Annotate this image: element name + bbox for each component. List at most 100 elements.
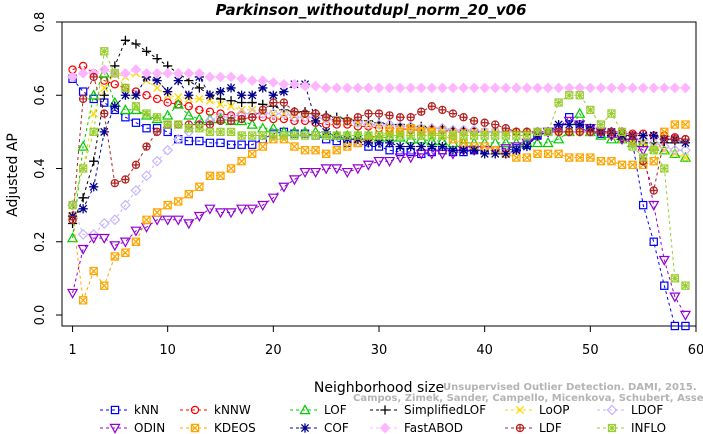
legend-entry-fastabod: FastABOD — [370, 421, 463, 434]
point-knnw — [142, 91, 151, 100]
point-lof — [77, 140, 89, 151]
point-ldof — [637, 133, 649, 145]
point-kdeos — [110, 252, 120, 261]
legend: kNN kNNW LOF SimplifiedLOF LoOP LDOF ODIN KDEOS… — [100, 403, 666, 434]
x-tick-label: 30 — [371, 343, 388, 358]
point-fastabod — [236, 73, 247, 85]
point-simplifiedlof — [89, 156, 99, 166]
point-knn — [670, 321, 680, 331]
point-inflo — [343, 131, 352, 140]
point-fastabod — [658, 82, 670, 94]
point-ldof — [362, 119, 374, 131]
point-inflo — [438, 131, 447, 140]
point-loop — [374, 122, 384, 131]
point-inflo — [216, 127, 225, 137]
point-ldf — [311, 109, 320, 118]
point-kdeos — [142, 215, 151, 224]
point-fastabod — [426, 82, 438, 94]
point-fastabod — [394, 82, 406, 94]
legend-marker-loop — [515, 405, 525, 415]
point-odin — [88, 233, 100, 244]
point-ldf — [596, 127, 606, 137]
point-odin — [257, 200, 269, 211]
point-ldf — [501, 124, 511, 133]
legend-label-lof: LOF — [324, 403, 347, 417]
point-kdeos — [205, 171, 215, 181]
point-ldf — [491, 120, 500, 129]
point-inflo — [131, 102, 141, 111]
point-ldf — [681, 135, 690, 144]
point-inflo — [554, 98, 563, 107]
point-ldf — [100, 109, 109, 118]
point-cof — [205, 90, 215, 100]
point-cof — [279, 86, 289, 97]
point-cof — [120, 90, 130, 100]
point-fastabod — [246, 75, 258, 86]
point-cof — [268, 90, 278, 100]
point-simplifiedlof — [226, 96, 236, 106]
point-inflo — [491, 131, 500, 140]
point-ldof — [373, 119, 385, 131]
legend-label-fastabod: FastABOD — [404, 421, 463, 434]
point-fastabod — [120, 67, 131, 79]
point-kdeos — [174, 197, 183, 206]
point-lof — [679, 151, 692, 162]
legend-label-knnw: kNNW — [214, 403, 251, 417]
point-ldf — [469, 116, 479, 126]
legend-label-inflo: INFLO — [631, 421, 666, 434]
series-kdeos — [68, 120, 690, 305]
point-inflo — [195, 124, 204, 133]
point-fastabod — [500, 82, 512, 94]
series-line-odin — [72, 120, 686, 316]
point-fastabod — [257, 75, 269, 86]
point-loop — [237, 105, 246, 114]
point-kdeos — [321, 149, 331, 159]
point-lof — [669, 148, 681, 159]
point-knn — [649, 237, 658, 246]
y-tick-label: 0.4 — [33, 158, 48, 179]
legend-marker-knn — [110, 405, 120, 415]
point-odin — [658, 255, 670, 266]
point-ldf — [121, 175, 130, 184]
point-cof — [564, 119, 574, 130]
point-cof — [575, 119, 585, 130]
point-fastabod — [215, 71, 226, 83]
point-inflo — [121, 83, 130, 93]
point-ldf — [459, 113, 468, 122]
point-inflo — [184, 124, 193, 133]
point-inflo — [237, 131, 246, 140]
legend-label-loop: LoOP — [539, 403, 570, 417]
point-ldf — [586, 127, 595, 137]
point-ldf — [89, 72, 98, 82]
point-ldf — [142, 142, 151, 151]
point-cof — [469, 145, 479, 155]
point-ldf — [565, 127, 574, 137]
point-inflo — [639, 153, 648, 162]
legend-label-ldof: LDOF — [631, 403, 663, 417]
point-kdeos — [121, 248, 130, 257]
point-kdeos — [226, 164, 236, 173]
point-fastabod — [627, 82, 638, 94]
point-lof — [542, 137, 554, 148]
point-lof — [500, 137, 512, 148]
legend-entry-loop: LoOP — [505, 403, 570, 417]
point-inflo — [406, 131, 415, 140]
point-fastabod — [616, 82, 628, 94]
point-cof — [458, 145, 469, 155]
point-ldf — [417, 107, 426, 116]
point-cof — [78, 204, 88, 214]
point-ldf — [395, 113, 405, 122]
point-kdeos — [290, 142, 299, 151]
point-kdeos — [152, 208, 162, 217]
point-lof — [574, 107, 586, 118]
point-fastabod — [352, 82, 364, 94]
legend-marker-kdeos — [190, 423, 200, 433]
point-kdeos — [332, 145, 341, 155]
point-odin — [130, 226, 142, 237]
point-cof — [490, 149, 500, 159]
point-odin — [172, 215, 184, 226]
point-lof — [66, 232, 79, 243]
series-fastabod — [67, 64, 691, 94]
point-ldf — [321, 113, 331, 122]
point-fastabod — [542, 82, 554, 94]
